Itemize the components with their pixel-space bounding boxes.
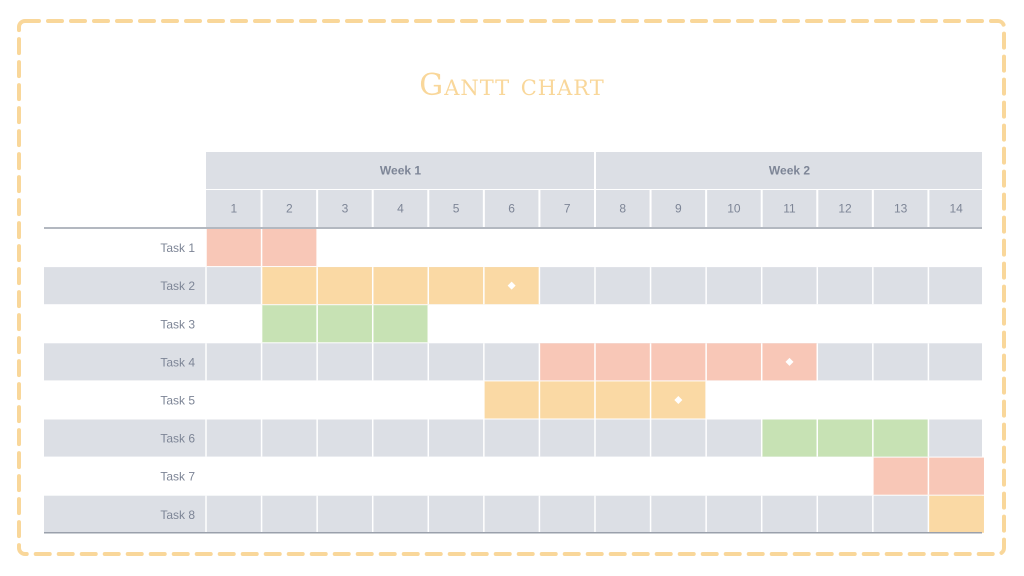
- task-bar-cell: [372, 305, 429, 343]
- task-bar-cell: [428, 267, 484, 305]
- task-bar-cell: [261, 267, 318, 305]
- milestone-diamond-icon: [785, 357, 794, 366]
- chart-title: Gantt chart: [419, 68, 605, 103]
- task-label: Task 1: [160, 241, 195, 255]
- task-label: Task 3: [160, 317, 195, 331]
- day-label: 9: [675, 202, 682, 216]
- day-label: 11: [783, 202, 796, 216]
- day-label: 12: [838, 202, 852, 216]
- task-bar-cell: [928, 495, 984, 533]
- task-bar-cell: [539, 343, 595, 381]
- day-label: 5: [453, 202, 460, 216]
- day-label: 7: [564, 202, 571, 216]
- row-stripe: [44, 495, 982, 533]
- task-label: Task 6: [160, 432, 195, 446]
- task-bar-cell: [872, 457, 929, 495]
- day-label: 14: [950, 202, 964, 216]
- task-bar-cell: [594, 343, 651, 381]
- task-bar-cell: [817, 419, 873, 457]
- day-label: 2: [286, 202, 293, 216]
- day-label: 6: [508, 202, 515, 216]
- day-label: 1: [230, 202, 237, 216]
- task-bar-cell: [706, 343, 762, 381]
- day-label: 4: [397, 202, 404, 216]
- task-bar-cell: [261, 305, 318, 343]
- task-label: Task 7: [160, 470, 195, 484]
- task-bar-cell: [928, 457, 984, 495]
- milestone-diamond-icon: [674, 395, 683, 404]
- day-label: 8: [619, 202, 626, 216]
- task-bar-cell: [483, 381, 540, 419]
- week-label: Week 2: [769, 164, 810, 178]
- task-bar-cell: [317, 267, 373, 305]
- task-bar-cell: [261, 229, 318, 267]
- task-label: Task 4: [160, 355, 195, 369]
- task-bar-cell: [594, 381, 651, 419]
- task-bar-cell: [539, 381, 595, 419]
- task-bar-cell: [761, 419, 818, 457]
- task-bar-cell: [317, 305, 373, 343]
- day-label: 3: [342, 202, 349, 216]
- task-label: Task 5: [160, 393, 195, 407]
- task-bar-cell: [372, 267, 429, 305]
- milestone-diamond-icon: [507, 281, 516, 290]
- day-label: 10: [727, 202, 741, 216]
- day-label: 13: [894, 202, 908, 216]
- row-stripe: [44, 343, 982, 381]
- task-bar-cell: [872, 419, 929, 457]
- task-label: Task 8: [160, 508, 195, 522]
- task-bar-cell: [206, 229, 262, 267]
- week-label: Week 1: [380, 164, 421, 178]
- task-label: Task 2: [160, 279, 195, 293]
- task-bar-cell: [650, 343, 707, 381]
